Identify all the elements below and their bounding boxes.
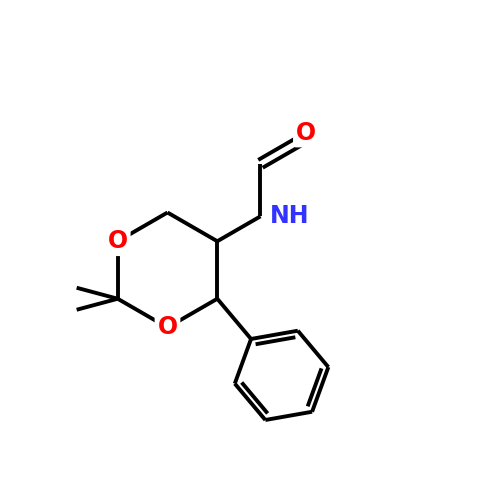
Text: NH: NH <box>270 204 309 229</box>
Text: O: O <box>108 229 128 253</box>
Text: O: O <box>296 120 316 144</box>
Text: O: O <box>158 316 178 340</box>
